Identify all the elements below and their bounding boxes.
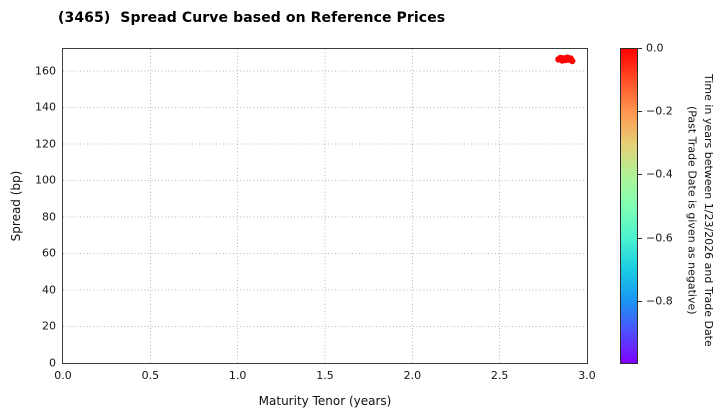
colorbar-tick-label: −0.6 bbox=[646, 231, 673, 245]
colorbar-tick-label: −0.4 bbox=[646, 167, 673, 181]
y-tick-label: 0 bbox=[49, 356, 56, 370]
y-tick-label: 20 bbox=[42, 319, 56, 333]
x-tick-label: 1.5 bbox=[316, 369, 334, 382]
scatter-canvas bbox=[63, 49, 587, 363]
x-axis-label: Maturity Tenor (years) bbox=[258, 394, 392, 408]
colorbar-tick-label: −0.8 bbox=[646, 294, 673, 308]
y-tick-label: 160 bbox=[35, 64, 56, 78]
x-tick-label: 2.0 bbox=[403, 369, 422, 382]
colorbar bbox=[620, 48, 638, 364]
x-tick-label: 2.5 bbox=[490, 369, 509, 382]
y-tick-label: 60 bbox=[42, 246, 56, 260]
x-tick-label: 1.0 bbox=[228, 369, 247, 382]
colorbar-tick bbox=[638, 111, 642, 113]
colorbar-tick bbox=[638, 48, 642, 49]
y-tick-label: 40 bbox=[42, 283, 56, 297]
plot-area bbox=[62, 48, 588, 364]
colorbar-label: Time in years between 1/23/2026 and Trad… bbox=[676, 0, 716, 420]
data-point bbox=[569, 57, 576, 65]
chart-title: (3465) Spread Curve based on Reference P… bbox=[58, 10, 446, 26]
y-tick-label: 140 bbox=[35, 100, 56, 114]
y-tick-label: 80 bbox=[42, 210, 56, 224]
colorbar-tick bbox=[638, 174, 642, 176]
colorbar-gradient bbox=[621, 49, 637, 363]
colorbar-label-line1: Time in years between 1/23/2026 and Trad… bbox=[702, 73, 715, 347]
colorbar-tick-label: −0.2 bbox=[646, 104, 673, 118]
y-tick-label: 100 bbox=[35, 173, 56, 187]
x-tick-label: 0.0 bbox=[54, 369, 72, 382]
colorbar-tick-label: 0.0 bbox=[646, 41, 664, 55]
y-tick-label: 120 bbox=[35, 137, 56, 151]
colorbar-tick bbox=[638, 237, 642, 239]
x-tick-label: 0.5 bbox=[141, 369, 160, 382]
colorbar-label-line2: (Past Trade Date is given as negative) bbox=[685, 105, 699, 315]
colorbar-tick bbox=[638, 300, 642, 302]
x-tick-label: 3.0 bbox=[578, 369, 596, 382]
